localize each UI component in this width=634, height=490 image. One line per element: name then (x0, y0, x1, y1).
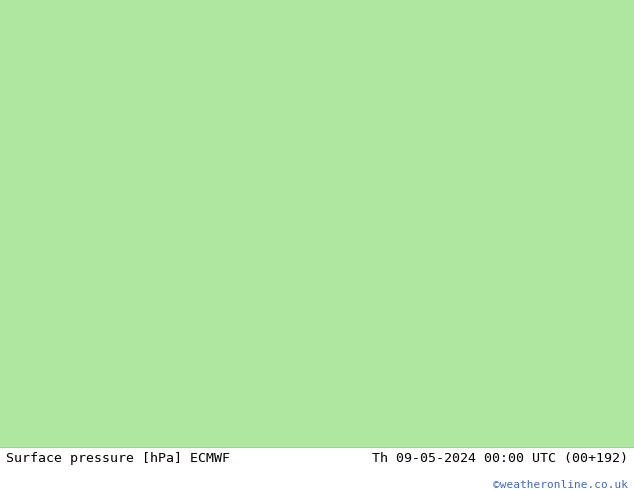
Text: ©weatheronline.co.uk: ©weatheronline.co.uk (493, 480, 628, 490)
Text: Th 09-05-2024 00:00 UTC (00+192): Th 09-05-2024 00:00 UTC (00+192) (372, 452, 628, 466)
Text: Surface pressure [hPa] ECMWF: Surface pressure [hPa] ECMWF (6, 452, 230, 466)
